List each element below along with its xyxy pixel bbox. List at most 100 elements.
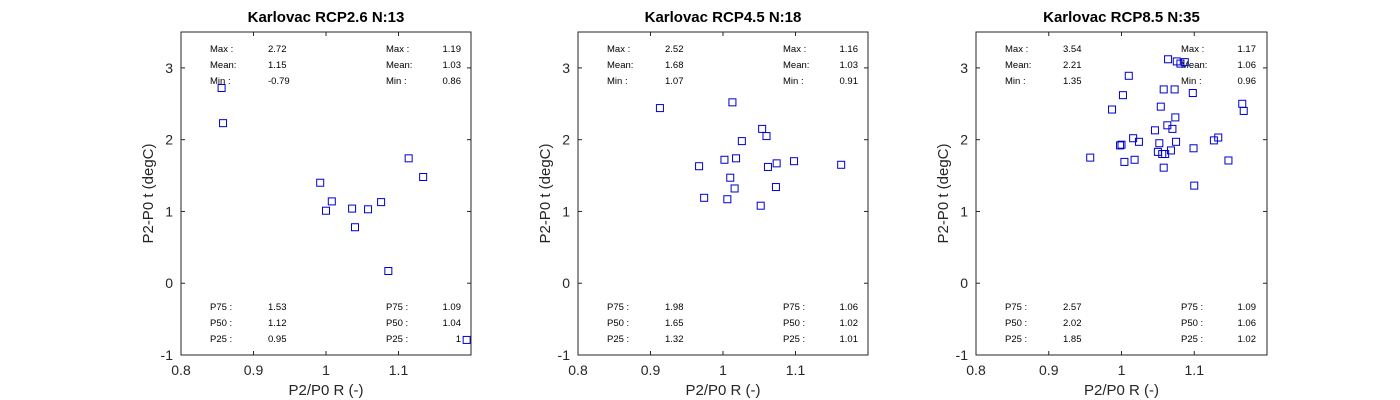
- data-point: [1180, 58, 1189, 67]
- stat-value: 1.15: [268, 60, 287, 71]
- x-tick-label: 0.8: [568, 362, 588, 378]
- stat-value: 1.12: [268, 318, 287, 329]
- data-point: [351, 223, 359, 232]
- data-point: [1166, 146, 1175, 155]
- data-point: [1108, 105, 1117, 114]
- x-tick-label: 1: [322, 362, 330, 378]
- data-point: [1120, 157, 1129, 166]
- x-tick-label: 0.8: [171, 362, 191, 378]
- data-point: [1190, 181, 1199, 190]
- stat-label: P50 :: [1005, 318, 1027, 329]
- data-point: [1158, 150, 1167, 159]
- x-tick-label: 1.1: [786, 362, 806, 378]
- stat-label: P25 :: [1005, 334, 1027, 345]
- data-point: [1159, 163, 1168, 172]
- stat-label: Max :: [607, 44, 630, 55]
- x-tick-label: 0.9: [641, 362, 661, 378]
- data-point: [364, 205, 373, 214]
- data-point: [1086, 153, 1095, 162]
- data-point: [772, 159, 781, 168]
- data-point: [1170, 85, 1179, 94]
- stat-value: 1.09: [1238, 302, 1257, 313]
- stat-label: Mean:: [210, 60, 236, 71]
- data-point: [1164, 55, 1173, 64]
- stat-value: 0.96: [1238, 76, 1257, 87]
- x-tick-label: 1: [719, 362, 727, 378]
- stat-value: 1.03: [443, 60, 462, 71]
- x-axis-label: P2/P0 R (-): [288, 382, 363, 399]
- y-tick-label: 3: [960, 60, 968, 76]
- data-point: [1209, 136, 1218, 145]
- data-point: [737, 137, 746, 146]
- y-tick-label: 3: [562, 60, 570, 76]
- stat-value: 1.65: [665, 318, 684, 329]
- y-tick-label: 2: [165, 132, 173, 148]
- stat-label: Mean:: [1005, 60, 1031, 71]
- stat-value: 2.57: [1063, 302, 1082, 313]
- stat-value: 1.35: [1063, 76, 1082, 87]
- stat-label: P75 :: [607, 302, 629, 313]
- data-point: [730, 184, 739, 193]
- y-tick-label: 0: [960, 275, 968, 291]
- data-point: [1150, 126, 1159, 135]
- stat-label: Mean:: [386, 60, 412, 71]
- data-point: [1224, 156, 1233, 165]
- stat-value: 1.03: [840, 60, 859, 71]
- data-point: [1171, 113, 1180, 122]
- stat-value: 3.54: [1063, 44, 1082, 55]
- data-point: [348, 204, 357, 213]
- stat-label: Min :: [607, 76, 628, 87]
- stat-value: 1.17: [1238, 44, 1257, 55]
- data-point: [1168, 124, 1177, 133]
- stat-label: Mean:: [783, 60, 809, 71]
- stat-label: P75 :: [1005, 302, 1027, 313]
- y-tick-label: 3: [165, 60, 173, 76]
- data-point: [732, 154, 741, 163]
- data-point: [700, 193, 709, 202]
- data-point: [384, 267, 393, 276]
- stat-label: P75 :: [1181, 302, 1203, 313]
- chart-title: Karlovac RCP8.5 N:35: [1043, 9, 1200, 26]
- stat-label: Min :: [386, 76, 407, 87]
- data-point: [1159, 85, 1168, 94]
- data-point: [1156, 102, 1165, 111]
- stat-value: 0.95: [268, 334, 287, 345]
- data-point: [219, 119, 228, 128]
- stat-label: Mean:: [607, 60, 633, 71]
- data-point: [1130, 155, 1139, 164]
- stat-value: 2.21: [1063, 60, 1082, 71]
- data-point: [762, 132, 771, 141]
- stat-value: 2.72: [268, 44, 287, 55]
- stat-label: Max :: [1005, 44, 1028, 55]
- data-point: [1134, 137, 1143, 146]
- stat-label: Min :: [1005, 76, 1026, 87]
- stat-value: 0.86: [443, 76, 462, 87]
- stat-value: 1.32: [665, 334, 684, 345]
- y-tick-label: 2: [960, 132, 968, 148]
- stat-label: P50 :: [783, 318, 805, 329]
- data-point: [1118, 91, 1127, 100]
- scatter-panel-2: Karlovac RCP4.5 N:180.8 0.9 1 1.1-10123P2/P…: [537, 9, 869, 399]
- stat-label: P50 :: [386, 318, 408, 329]
- data-point: [756, 201, 765, 210]
- stat-label: P75 :: [783, 302, 805, 313]
- x-tick-label: 1.1: [1185, 362, 1205, 378]
- data-point: [404, 154, 413, 163]
- y-tick-label: 1: [562, 203, 570, 219]
- y-tick-label: -1: [956, 347, 969, 363]
- x-tick-label: 0.9: [244, 362, 264, 378]
- stat-value: 1.06: [840, 302, 859, 313]
- data-point: [1116, 141, 1125, 150]
- data-point: [655, 104, 664, 113]
- data-point: [763, 162, 772, 171]
- stat-label: P25 :: [607, 334, 629, 345]
- stat-value: 1.06: [1238, 60, 1257, 71]
- data-point: [1238, 99, 1247, 108]
- stat-value: 1.04: [443, 318, 462, 329]
- stat-label: P25 :: [386, 334, 408, 345]
- stat-label: P50 :: [1181, 318, 1203, 329]
- stat-value: 1.53: [268, 302, 287, 313]
- stat-label: Max :: [386, 44, 409, 55]
- stat-label: Min :: [210, 76, 231, 87]
